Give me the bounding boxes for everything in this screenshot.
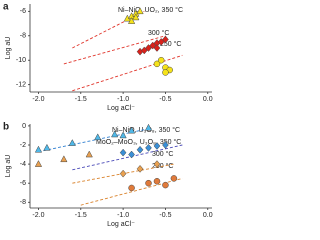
- y-tick-label: -4: [20, 161, 26, 168]
- point: [157, 56, 165, 64]
- x-tick-label: -1.0: [117, 96, 129, 103]
- point: [68, 139, 76, 146]
- x-tick-label: 0.0: [203, 96, 213, 103]
- point: [162, 141, 169, 149]
- x-tick-label: -2.0: [32, 212, 44, 219]
- y-axis-label: Log aU: [5, 155, 12, 178]
- point: [153, 178, 161, 185]
- y-tick-label: 0: [22, 123, 26, 130]
- x-axis-label: Log aCl⁻: [107, 221, 135, 228]
- point: [162, 35, 169, 44]
- point: [119, 131, 127, 139]
- y-tick-label: -8: [20, 33, 26, 40]
- y-tick-label: -12: [16, 82, 26, 89]
- point: [119, 148, 127, 157]
- point: [144, 123, 153, 131]
- page: a -6 -8 -10 -12 -2.0 -1.5 -1.0 -0.5 0.0 Log aCl⁻ Lo…: [3, 1, 213, 228]
- point: [43, 143, 51, 151]
- x-tick-label: -0.5: [159, 212, 171, 219]
- x-tick-label: -2.0: [32, 96, 44, 103]
- y-tick-label: -8: [20, 199, 26, 206]
- point: [153, 44, 161, 52]
- y-tick-label: -6: [20, 8, 26, 15]
- point: [153, 160, 161, 168]
- annotation: 300 °C: [152, 150, 173, 158]
- panel-label: b: [3, 122, 9, 133]
- point: [60, 155, 68, 163]
- point: [136, 164, 144, 173]
- y-tick-label: -2: [20, 142, 26, 149]
- point: [162, 69, 169, 76]
- point: [140, 46, 148, 55]
- annotation: MoO₂–MoO₃, U₃O₈, 350 °C: [96, 138, 181, 146]
- fit-line: [63, 35, 166, 65]
- annotation: 250 °C: [160, 40, 181, 48]
- point: [119, 169, 127, 178]
- point: [34, 160, 43, 167]
- fit-line: [72, 144, 183, 171]
- point: [85, 150, 93, 158]
- annotation: Ni–NiO, UO₂, 350 °C: [118, 6, 183, 14]
- point: [170, 175, 178, 182]
- point: [145, 179, 152, 187]
- panel-label: a: [3, 2, 9, 13]
- point: [127, 126, 136, 134]
- point: [136, 145, 144, 154]
- point: [162, 181, 169, 189]
- figure: a -6 -8 -10 -12 -2.0 -1.5 -1.0 -0.5 0.0 Log aCl⁻ Lo…: [3, 2, 213, 228]
- point: [128, 150, 135, 159]
- point: [111, 130, 119, 138]
- point: [153, 60, 161, 68]
- point: [128, 184, 135, 192]
- point: [127, 17, 136, 24]
- point: [136, 7, 144, 15]
- x-tick-label: -1.5: [75, 212, 87, 219]
- y-tick-label: -10: [16, 57, 26, 64]
- point: [145, 143, 152, 152]
- fit-line: [38, 128, 149, 153]
- point: [153, 142, 161, 150]
- point: [34, 145, 43, 153]
- annotation: 300 °C: [148, 29, 169, 37]
- y-axis-label: Log aU: [5, 37, 12, 60]
- x-tick-label: -1.0: [117, 212, 129, 219]
- point: [132, 13, 140, 21]
- point: [94, 133, 102, 141]
- x-axis-label: Log aCl⁻: [107, 105, 135, 112]
- x-tick-label: -0.5: [159, 96, 171, 103]
- x-tick-label: 0.0: [203, 212, 213, 219]
- x-tick-label: -1.5: [75, 96, 87, 103]
- y-tick-label: -6: [20, 180, 26, 187]
